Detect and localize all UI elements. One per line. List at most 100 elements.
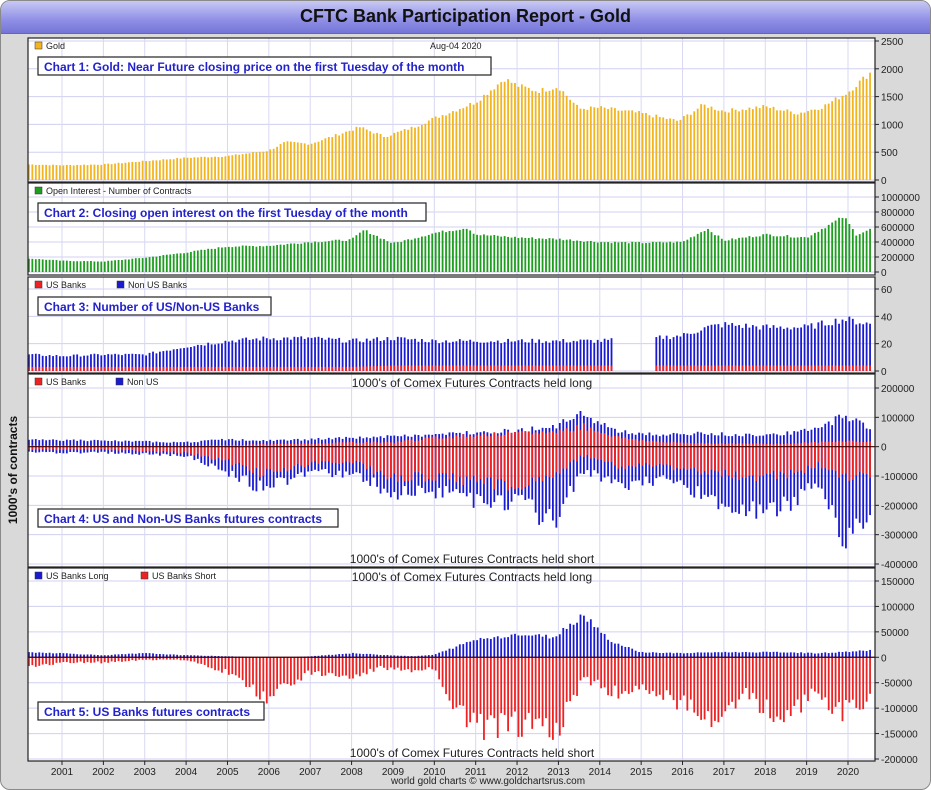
bar-non-us-banks <box>103 354 106 371</box>
bar <box>855 87 858 180</box>
y-tick-label: 1000 <box>881 120 904 131</box>
bar <box>862 232 865 272</box>
bar-us-banks <box>807 443 809 466</box>
bar <box>717 110 720 180</box>
y-tick-label: -200000 <box>881 755 918 766</box>
bar <box>269 149 272 180</box>
bar-us-banks-long <box>86 654 89 658</box>
bar-us-banks-short <box>217 657 220 671</box>
bar <box>607 109 609 180</box>
bar-us-banks-short <box>427 657 430 668</box>
bar-us-banks <box>421 365 423 371</box>
bar-us-banks-long <box>841 652 844 658</box>
bar <box>558 90 561 180</box>
bar <box>76 261 79 272</box>
bar <box>596 107 599 180</box>
bar-us-banks <box>765 365 768 371</box>
bar-us-banks-short <box>31 657 34 666</box>
bar <box>310 242 313 272</box>
bar-us-banks-long <box>731 652 734 658</box>
bar-us-banks <box>586 430 589 456</box>
bar-us-banks <box>100 366 103 371</box>
bar-us-banks-long <box>651 652 654 658</box>
bar-us-banks-short <box>421 657 423 671</box>
bar-non-us-banks <box>134 353 137 371</box>
bar-us-banks <box>324 443 327 462</box>
bar-us-banks-long <box>834 652 837 658</box>
bar <box>483 234 485 272</box>
bar-us-banks-short <box>103 657 106 663</box>
bar <box>445 115 447 180</box>
legend-swatch <box>34 377 43 386</box>
bar-us-banks-short <box>376 657 378 668</box>
bar <box>755 236 758 272</box>
bar <box>458 229 461 272</box>
bar-us-banks-long <box>496 636 499 658</box>
bar <box>814 232 816 272</box>
bar <box>431 233 434 272</box>
bar-us-banks <box>714 365 716 371</box>
bar-us-banks-short <box>352 657 354 679</box>
bar-us-banks-long <box>655 652 658 658</box>
bar <box>751 237 754 272</box>
bar-us-banks <box>503 365 506 371</box>
bar-non-us-banks <box>65 356 68 371</box>
bar <box>279 144 282 180</box>
bar <box>31 258 34 272</box>
legend-label: Non US Banks <box>128 280 188 290</box>
bar-us-banks-long <box>476 640 478 658</box>
bar-us-banks-short <box>176 657 179 660</box>
bar-non-us-banks <box>407 339 410 371</box>
bar <box>851 228 854 272</box>
bar-us-banks-short <box>396 657 399 668</box>
bar-us-banks-short <box>727 657 730 706</box>
bar-us-banks-short <box>527 657 530 713</box>
bar <box>238 246 241 272</box>
bar <box>358 232 361 272</box>
bar-us-banks <box>145 366 148 371</box>
bar-us-banks-long <box>600 632 603 658</box>
short-label: 1000's of Comex Futures Contracts held s… <box>350 746 595 760</box>
bar <box>834 220 837 272</box>
bar <box>45 164 48 180</box>
bar <box>272 245 275 272</box>
bar-us-banks <box>583 423 585 458</box>
bar-non-us-banks <box>314 337 316 371</box>
bar-us-banks <box>379 442 382 471</box>
bar-us-banks <box>517 365 520 371</box>
bar-us-banks <box>134 445 137 451</box>
bar-us-banks <box>824 365 827 371</box>
bar-non-us <box>841 418 844 547</box>
bar-us-banks <box>186 446 189 453</box>
bar <box>90 164 92 180</box>
bar-us-banks-short <box>221 657 223 673</box>
bar-us-banks-short <box>90 657 92 663</box>
bar-us-banks-long <box>607 639 609 658</box>
bar <box>427 120 430 180</box>
bar-us-banks <box>203 445 206 456</box>
bar-us-banks <box>352 366 354 371</box>
bar <box>379 133 382 180</box>
bar <box>558 238 561 272</box>
bar-us-banks <box>210 445 213 460</box>
bar-non-us-banks <box>665 335 668 371</box>
bar-us-banks-short <box>700 657 703 720</box>
bar-non-us-banks <box>90 354 92 371</box>
bar-non-us-banks <box>572 340 575 371</box>
bar <box>400 242 403 272</box>
bar-us-banks <box>845 365 847 371</box>
bar-us-banks <box>820 365 823 371</box>
bar-us-banks <box>310 444 313 463</box>
bar <box>520 237 523 272</box>
bar <box>745 237 747 272</box>
bar-us-banks-long <box>376 654 378 658</box>
bar-non-us-banks <box>686 333 689 371</box>
bar-us-banks <box>800 365 803 371</box>
bar-us-banks-long <box>589 619 592 658</box>
bar-non-us-banks <box>227 341 230 371</box>
bar <box>103 163 106 180</box>
bar-us-banks-short <box>293 657 296 685</box>
bar-us-banks-long <box>321 655 323 658</box>
bar-us-banks <box>183 446 185 452</box>
bar-non-us-banks <box>496 340 499 371</box>
